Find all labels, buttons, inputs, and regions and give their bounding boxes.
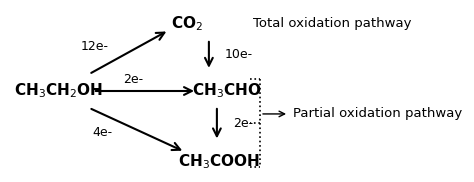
Text: 2e-: 2e- xyxy=(123,73,143,86)
Text: Total oxidation pathway: Total oxidation pathway xyxy=(253,17,411,30)
Text: CH$_3$COOH: CH$_3$COOH xyxy=(178,152,260,171)
Text: 2e-: 2e- xyxy=(233,117,253,130)
Text: 4e-: 4e- xyxy=(93,126,113,139)
Text: CO$_2$: CO$_2$ xyxy=(171,15,203,33)
Text: 12e-: 12e- xyxy=(81,39,109,52)
Text: 10e-: 10e- xyxy=(225,48,253,61)
Text: Partial oxidation pathway: Partial oxidation pathway xyxy=(293,107,462,120)
Text: CH$_3$CH$_2$OH: CH$_3$CH$_2$OH xyxy=(14,82,103,100)
Text: CH$_3$CHO: CH$_3$CHO xyxy=(192,82,262,100)
